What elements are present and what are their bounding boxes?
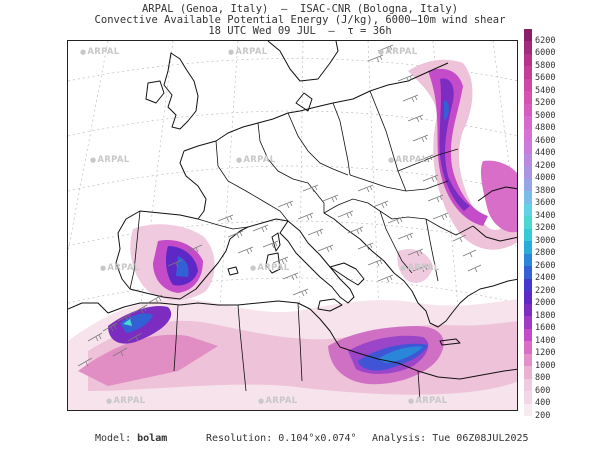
cape-shading	[68, 59, 517, 410]
colorbar-segment	[524, 241, 532, 255]
colorbar-tick-label: 800	[535, 373, 551, 384]
resolution-info: Resolution: 0.104°x0.074°	[206, 433, 357, 444]
colorbar-segment	[524, 391, 532, 404]
colorbar-tick-label: 5000	[535, 110, 556, 121]
colorbar-tick-label: 4400	[535, 148, 556, 159]
arpal-watermark: ARPAL	[258, 396, 298, 406]
arpal-watermark: ARPAL	[378, 47, 418, 57]
colorbar-tick-label: 1600	[535, 323, 556, 334]
colorbar-segment	[524, 153, 532, 167]
model-value: bolam	[137, 433, 168, 444]
title-line-1: ARPAL (Genoa, Italy) — ISAC-CNR (Bologna…	[141, 3, 459, 15]
arpal-watermark: ARPAL	[100, 263, 140, 273]
colorbar-segment	[524, 303, 532, 317]
wind-shear-barbs	[77, 44, 482, 367]
colorbar-tick-label: 2800	[535, 248, 556, 259]
colorbar-segment	[524, 191, 532, 205]
colorbar-segment	[524, 116, 532, 130]
colorbar-tick-label: 400	[535, 398, 551, 409]
colorbar-tick-label: 3600	[535, 198, 556, 209]
colorbar-tick-label: 4200	[535, 160, 556, 171]
map-panel: ARPAL ARPAL ARPAL ARPAL ARPAL ARPAL ARPA…	[67, 40, 518, 411]
colorbar-tick-label: 2600	[535, 260, 556, 271]
colorbar-segment	[524, 178, 532, 192]
arpal-watermark: ARPAL	[408, 396, 448, 406]
colorbar-tick-label: 2000	[535, 298, 556, 309]
arpal-watermark: ARPAL	[400, 263, 440, 273]
colorbar-segment	[524, 341, 532, 355]
colorbar-segment	[524, 91, 532, 105]
colorbar-tick-label: 3400	[535, 210, 556, 221]
colorbar-segment	[524, 53, 532, 67]
arpal-watermark: ARPAL	[388, 155, 428, 165]
colorbar-tick-label: 4600	[535, 135, 556, 146]
colorbar-segment	[524, 378, 532, 392]
arpal-watermark: ARPAL	[80, 47, 120, 57]
colorbar-segment	[524, 203, 532, 217]
title-line-3: 18 UTC Wed 09 JUL – τ = 36h	[208, 25, 392, 37]
colorbar-segment	[524, 228, 532, 242]
colorbar-segment	[524, 353, 532, 367]
colorbar-tick-label: 4000	[535, 173, 556, 184]
arpal-watermark: ARPAL	[236, 155, 276, 165]
colorbar-segment	[524, 266, 532, 280]
colorbar-tick-label: 3200	[535, 223, 556, 234]
resolution-label: Resolution:	[206, 433, 273, 444]
colorbar-segment	[524, 316, 532, 330]
colorbar-tick-label: 5800	[535, 60, 556, 71]
colorbar-tick-label: 5200	[535, 98, 556, 109]
map-canvas	[68, 41, 517, 410]
colorbar-tick-label: 1200	[535, 348, 556, 359]
coastlines	[68, 41, 517, 380]
colorbar-tick-label: 2200	[535, 285, 556, 296]
colorbar-tick-label: 3000	[535, 235, 556, 246]
colorbar-segment	[524, 128, 532, 142]
arpal-watermark: ARPAL	[228, 47, 268, 57]
colorbar-tick-label: 1000	[535, 360, 556, 371]
model-info: Model: bolam	[95, 433, 167, 444]
model-label: Model:	[95, 433, 132, 444]
colorbar-segment	[524, 403, 532, 417]
colorbar-segment	[524, 366, 532, 380]
colorbar-segment	[524, 29, 532, 42]
title-line-2: Convective Available Potential Energy (J…	[94, 14, 506, 26]
resolution-value: 0.104°x0.074°	[278, 433, 357, 444]
country-borders	[129, 90, 474, 402]
colorbar-tick-label: 2400	[535, 273, 556, 284]
colorbar-segment	[524, 216, 532, 230]
colorbar-tick-label: 1400	[535, 335, 556, 346]
analysis-value: Tue 06Z08JUL2025	[432, 433, 529, 444]
colorbar-segment	[524, 253, 532, 267]
colorbar-segment	[524, 141, 532, 155]
arpal-watermark: ARPAL	[90, 155, 130, 165]
colorbar-segment	[524, 41, 532, 55]
arpal-watermark: ARPAL	[106, 396, 146, 406]
analysis-info: Analysis: Tue 06Z08JUL2025	[372, 433, 529, 444]
colorbar-tick-label: 200	[535, 410, 551, 421]
colorbar-tick-label: 6000	[535, 48, 556, 59]
colorbar-tick-label: 6200	[535, 35, 556, 46]
colorbar-tick-label: 3800	[535, 185, 556, 196]
colorbar-segment	[524, 328, 532, 342]
colorbar-tick-label: 600	[535, 385, 551, 396]
colorbar-segment	[524, 78, 532, 92]
colorbar-tick-label: 5600	[535, 73, 556, 84]
arpal-watermark: ARPAL	[250, 263, 290, 273]
colorbar-segment	[524, 103, 532, 117]
colorbar-segment	[524, 291, 532, 305]
colorbar-tick-label: 1800	[535, 310, 556, 321]
colorbar-tick-label: 4800	[535, 123, 556, 134]
colorbar-tick-label: 5400	[535, 85, 556, 96]
colorbar-segment	[524, 278, 532, 292]
colorbar-segment	[524, 66, 532, 80]
colorbar-segment	[524, 166, 532, 180]
colorbar	[524, 29, 532, 417]
analysis-label: Analysis:	[372, 433, 427, 444]
